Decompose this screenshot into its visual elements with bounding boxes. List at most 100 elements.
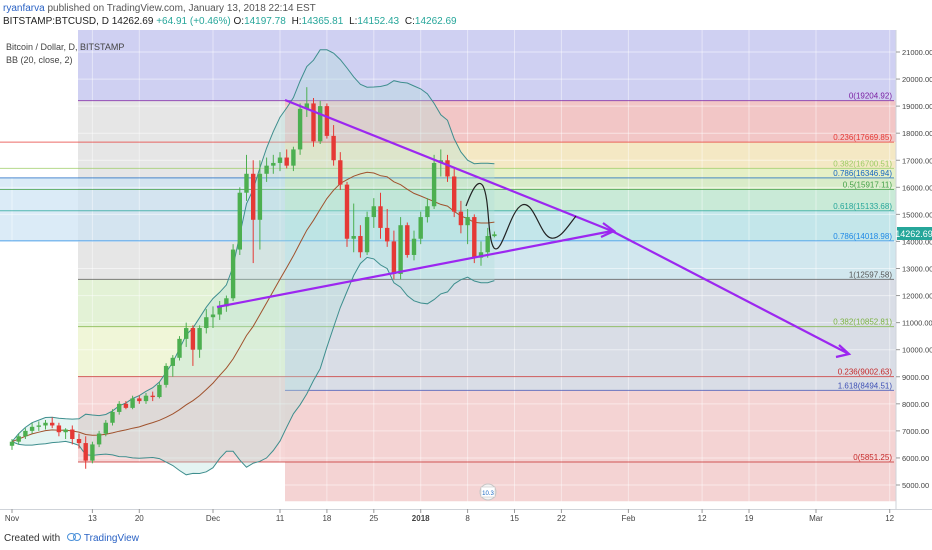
symbol-label[interactable]: BITSTAMP:BTCUSD, D [3, 16, 109, 27]
candle-body [324, 106, 330, 136]
time-tick-label: 11 [276, 514, 285, 523]
fib-level-label: 0.5(15917.11) [843, 181, 893, 190]
candle-body [117, 403, 122, 412]
price-tick-label: 17000.00 [902, 156, 932, 165]
event-badge-text: 10.3 [482, 491, 494, 497]
time-tick-label: 12 [885, 514, 894, 523]
close-label: C: [404, 16, 415, 27]
fib-level-label: 0.382(10852.81) [833, 318, 892, 327]
price-change: +64.91 (+0.46%) [156, 16, 231, 27]
zone-band-6 [285, 240, 896, 280]
candle-body [431, 162, 437, 207]
candle-body [157, 384, 162, 398]
price-axis-bg [897, 30, 932, 509]
candle-body [264, 165, 269, 174]
price-tick-label: 7000.00 [902, 427, 929, 436]
open-label: O: [233, 16, 245, 27]
time-tick-label: 22 [557, 514, 566, 523]
tradingview-link[interactable]: TradingView [83, 533, 139, 544]
fib-level-label: 0.786(16346.94) [833, 169, 892, 178]
candle-body [224, 298, 229, 307]
fib-level-label: 1.618(8494.51) [838, 381, 893, 390]
zone-band-8 [285, 390, 896, 502]
candle-body [311, 103, 316, 142]
time-tick-label: Feb [622, 514, 636, 523]
candle-body [43, 422, 48, 426]
candle-body [56, 425, 62, 433]
candle-body [418, 217, 423, 239]
candle-body [257, 173, 263, 220]
zone-band-7 [285, 279, 896, 391]
candle-body [277, 157, 283, 163]
candle-body [364, 217, 370, 253]
time-tick-label: 25 [369, 514, 378, 523]
high-label: H: [291, 16, 302, 27]
price-axis[interactable]: 5000.00 6000.00 7000.00 8000.00 9000.00 10000… [896, 30, 932, 509]
zone-top [78, 30, 896, 101]
time-tick-label: Mar [809, 514, 823, 523]
zone-band-0 [285, 100, 896, 143]
candle-body [83, 443, 88, 461]
zone-blue-left [0, 177, 285, 241]
candle-body [472, 217, 477, 258]
arrow-head-apex [600, 222, 617, 238]
candle-body [251, 173, 256, 220]
fib-level-label: 0(5851.25) [853, 453, 892, 462]
candle-body [137, 398, 142, 402]
price-tick-label: 18000.00 [902, 129, 932, 138]
candle-body [90, 444, 95, 461]
price-tick-label: 9000.00 [902, 373, 929, 382]
candle-body [291, 149, 296, 166]
bb-basis [11, 171, 495, 443]
candle-body [425, 206, 430, 218]
candle-body [458, 211, 464, 226]
fib-level-label: 0.236(9002.63) [838, 368, 893, 377]
trendline-upper [284, 98, 613, 233]
price-tick-label: 5000.00 [902, 481, 929, 490]
candle-body [170, 357, 175, 366]
arrow-head-down [835, 344, 852, 359]
price-chart[interactable]: 0(19204.92) 0.236(17669.85) 0.382(16700.51… [0, 30, 932, 529]
candle-body [70, 429, 75, 439]
last-price-tag: 14262.69 [895, 227, 932, 240]
candle-body [271, 162, 276, 166]
price-tick-label: 11000.00 [902, 319, 932, 328]
candle-body [331, 135, 336, 161]
candle-body [29, 426, 35, 431]
candle-body [297, 108, 303, 150]
candle-body [96, 433, 102, 445]
price-tick-label: 12000.00 [902, 292, 932, 301]
candle-body [304, 103, 309, 109]
trendline-lower [216, 229, 613, 309]
ohlc-line: BITSTAMP:BTCUSD, D 14262.69 +64.91 (+0.4… [3, 16, 460, 27]
fib-level-label: 0.236(17669.85) [833, 133, 892, 142]
candle-body [197, 328, 202, 350]
time-tick-label: 15 [510, 514, 519, 523]
open-value: 14197.78 [244, 16, 286, 27]
candle-body [284, 157, 289, 166]
candle-body [217, 306, 222, 315]
price-tick-label: 16000.00 [902, 183, 932, 192]
time-tick-label: 2018 [412, 514, 430, 523]
candle-body [76, 438, 82, 444]
candle-body [405, 225, 410, 255]
price-tick-label: 10000.00 [902, 346, 932, 355]
candle-body [411, 238, 417, 255]
candle-body [391, 241, 397, 274]
candle-body [190, 328, 196, 350]
candle-body [123, 403, 129, 408]
candle-body [110, 411, 115, 423]
candle-body [492, 234, 497, 237]
time-axis[interactable]: Nov1320Dec111825201881522Feb1219Mar12192… [0, 509, 932, 529]
low-label: L: [349, 16, 358, 27]
high-value: 14365.81 [301, 16, 344, 27]
publish-info: published on TradingView.com, January 13… [47, 3, 316, 14]
candle-body [351, 236, 356, 239]
fib-level-label: 0.618(15133.68) [833, 202, 892, 211]
candle-body [318, 106, 323, 142]
time-tick-label: 19 [745, 514, 754, 523]
candle-body [344, 184, 350, 239]
candle-body [36, 425, 41, 427]
author-link[interactable]: ryanfarva [3, 3, 45, 14]
event-badge[interactable]: 10.3 [479, 483, 497, 501]
